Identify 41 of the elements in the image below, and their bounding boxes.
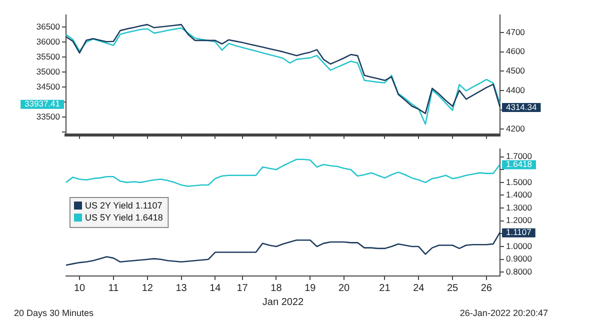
y-tick-label: 34500 [36, 81, 60, 92]
x-tick-label: 20 [338, 282, 350, 294]
y-tick-label: 33500 [36, 111, 60, 122]
y2-tick-label: 1.4000 [506, 190, 532, 200]
y2-tick-label: 4700 [506, 26, 526, 37]
y2-tick-label: 1.0000 [506, 240, 532, 251]
y2-tick-label: 4600 [506, 46, 526, 56]
x-tick-label: 24 [413, 282, 425, 294]
text: 4314.34 [506, 102, 537, 112]
y2-tick-label: 4500 [506, 65, 526, 76]
legend-label: US 5Y Yield 1.6418 [85, 212, 163, 223]
y2-tick-label: 1.5000 [506, 176, 532, 187]
x-tick-label: 21 [379, 282, 391, 294]
x-tick-label: 26 [480, 282, 492, 294]
y2-tick-label: 1.3000 [506, 202, 532, 212]
y2-tick-label: 4200 [506, 123, 526, 134]
text: 20 Days 30 Minutes [14, 308, 94, 318]
text: 1.6418 [506, 159, 532, 170]
text: 33937.41 [24, 98, 60, 109]
y2-tick-label: 1.7000 [506, 151, 532, 162]
x-tick-label: 12 [142, 282, 154, 294]
x-tick-label: 10 [74, 282, 86, 294]
x-tick-label: 13 [176, 282, 188, 294]
y2-tick-label: 4400 [506, 84, 526, 95]
y-tick-label: 36000 [36, 36, 60, 46]
x-tick-label: 14 [210, 282, 222, 294]
y-tick-label: 35500 [36, 51, 60, 62]
x-tick-label: 11 [108, 282, 120, 294]
x-axis-title: Jan 2022 [262, 296, 304, 308]
y2-tick-label: 0.8000 [506, 266, 532, 276]
y-tick-label: 35000 [36, 66, 60, 76]
y-tick-label: 36500 [36, 21, 60, 32]
y2-tick-label: 1.2000 [506, 215, 532, 226]
x-tick-label: 18 [270, 282, 282, 294]
y2-tick-label: 0.9000 [506, 254, 532, 264]
x-tick-label: 25 [446, 282, 459, 294]
x-tick-label: 17 [236, 282, 248, 294]
legend-label: US 2Y Yield 1.1107 [85, 200, 162, 211]
text: 1.1107 [506, 227, 532, 238]
x-tick-label: 19 [304, 282, 316, 294]
text: 26-Jan-2022 20:20:47 [460, 308, 548, 318]
